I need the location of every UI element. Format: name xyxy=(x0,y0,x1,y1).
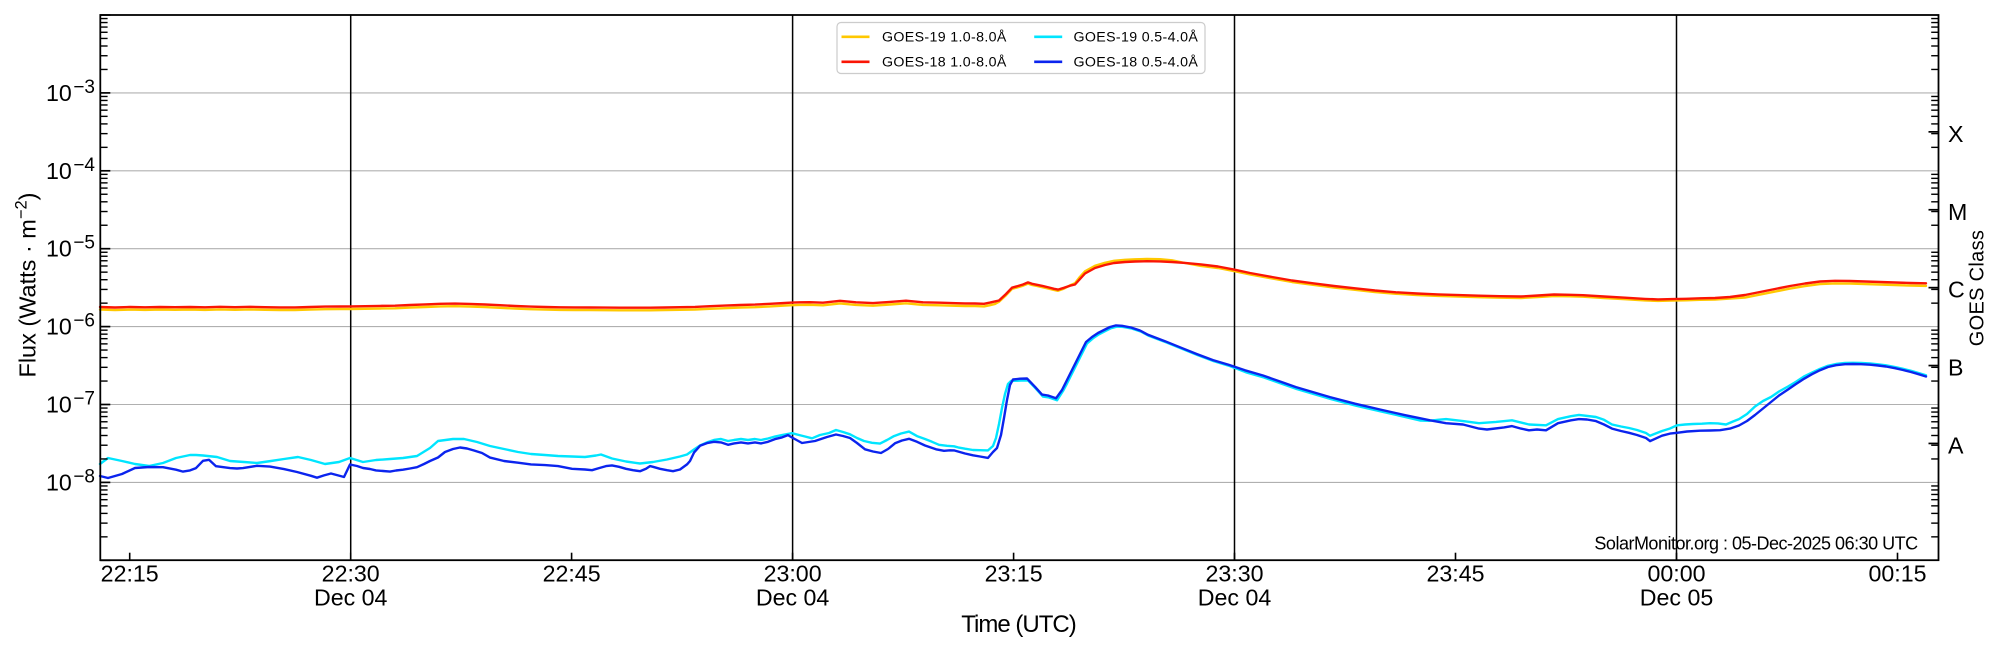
svg-text:B: B xyxy=(1948,355,1963,381)
svg-text:22:30: 22:30 xyxy=(322,561,380,587)
svg-text:23:45: 23:45 xyxy=(1426,561,1484,587)
svg-text:Dec 05: Dec 05 xyxy=(1640,585,1713,611)
svg-text:Time (UTC): Time (UTC) xyxy=(961,611,1075,638)
svg-text:10−8: 10−8 xyxy=(46,466,95,495)
svg-text:C: C xyxy=(1948,277,1965,303)
svg-text:00:00: 00:00 xyxy=(1647,561,1705,587)
svg-text:A: A xyxy=(1948,433,1964,459)
svg-text:GOES Class: GOES Class xyxy=(1966,230,1988,346)
svg-text:22:15: 22:15 xyxy=(101,561,159,587)
svg-text:23:00: 23:00 xyxy=(764,561,822,587)
svg-text:Dec 04: Dec 04 xyxy=(314,585,388,611)
svg-text:GOES-19 1.0-8.0Å: GOES-19 1.0-8.0Å xyxy=(882,29,1007,46)
svg-text:M: M xyxy=(1948,199,1967,225)
svg-text:23:30: 23:30 xyxy=(1205,561,1263,587)
svg-text:22:45: 22:45 xyxy=(543,561,601,587)
svg-text:GOES-18 0.5-4.0Å: GOES-18 0.5-4.0Å xyxy=(1074,54,1199,71)
svg-text:Flux (Watts · m−2): Flux (Watts · m−2) xyxy=(12,192,40,377)
svg-text:00:15: 00:15 xyxy=(1868,561,1926,587)
svg-text:GOES-18 1.0-8.0Å: GOES-18 1.0-8.0Å xyxy=(882,54,1007,71)
svg-text:GOES-19 0.5-4.0Å: GOES-19 0.5-4.0Å xyxy=(1074,29,1199,46)
svg-text:X: X xyxy=(1948,121,1963,147)
svg-text:Dec 04: Dec 04 xyxy=(1198,585,1272,611)
svg-text:23:15: 23:15 xyxy=(985,561,1043,587)
svg-text:SolarMonitor.org : 05-Dec-2025: SolarMonitor.org : 05-Dec-2025 06:30 UTC xyxy=(1594,533,1918,553)
svg-text:Dec 04: Dec 04 xyxy=(756,585,830,611)
